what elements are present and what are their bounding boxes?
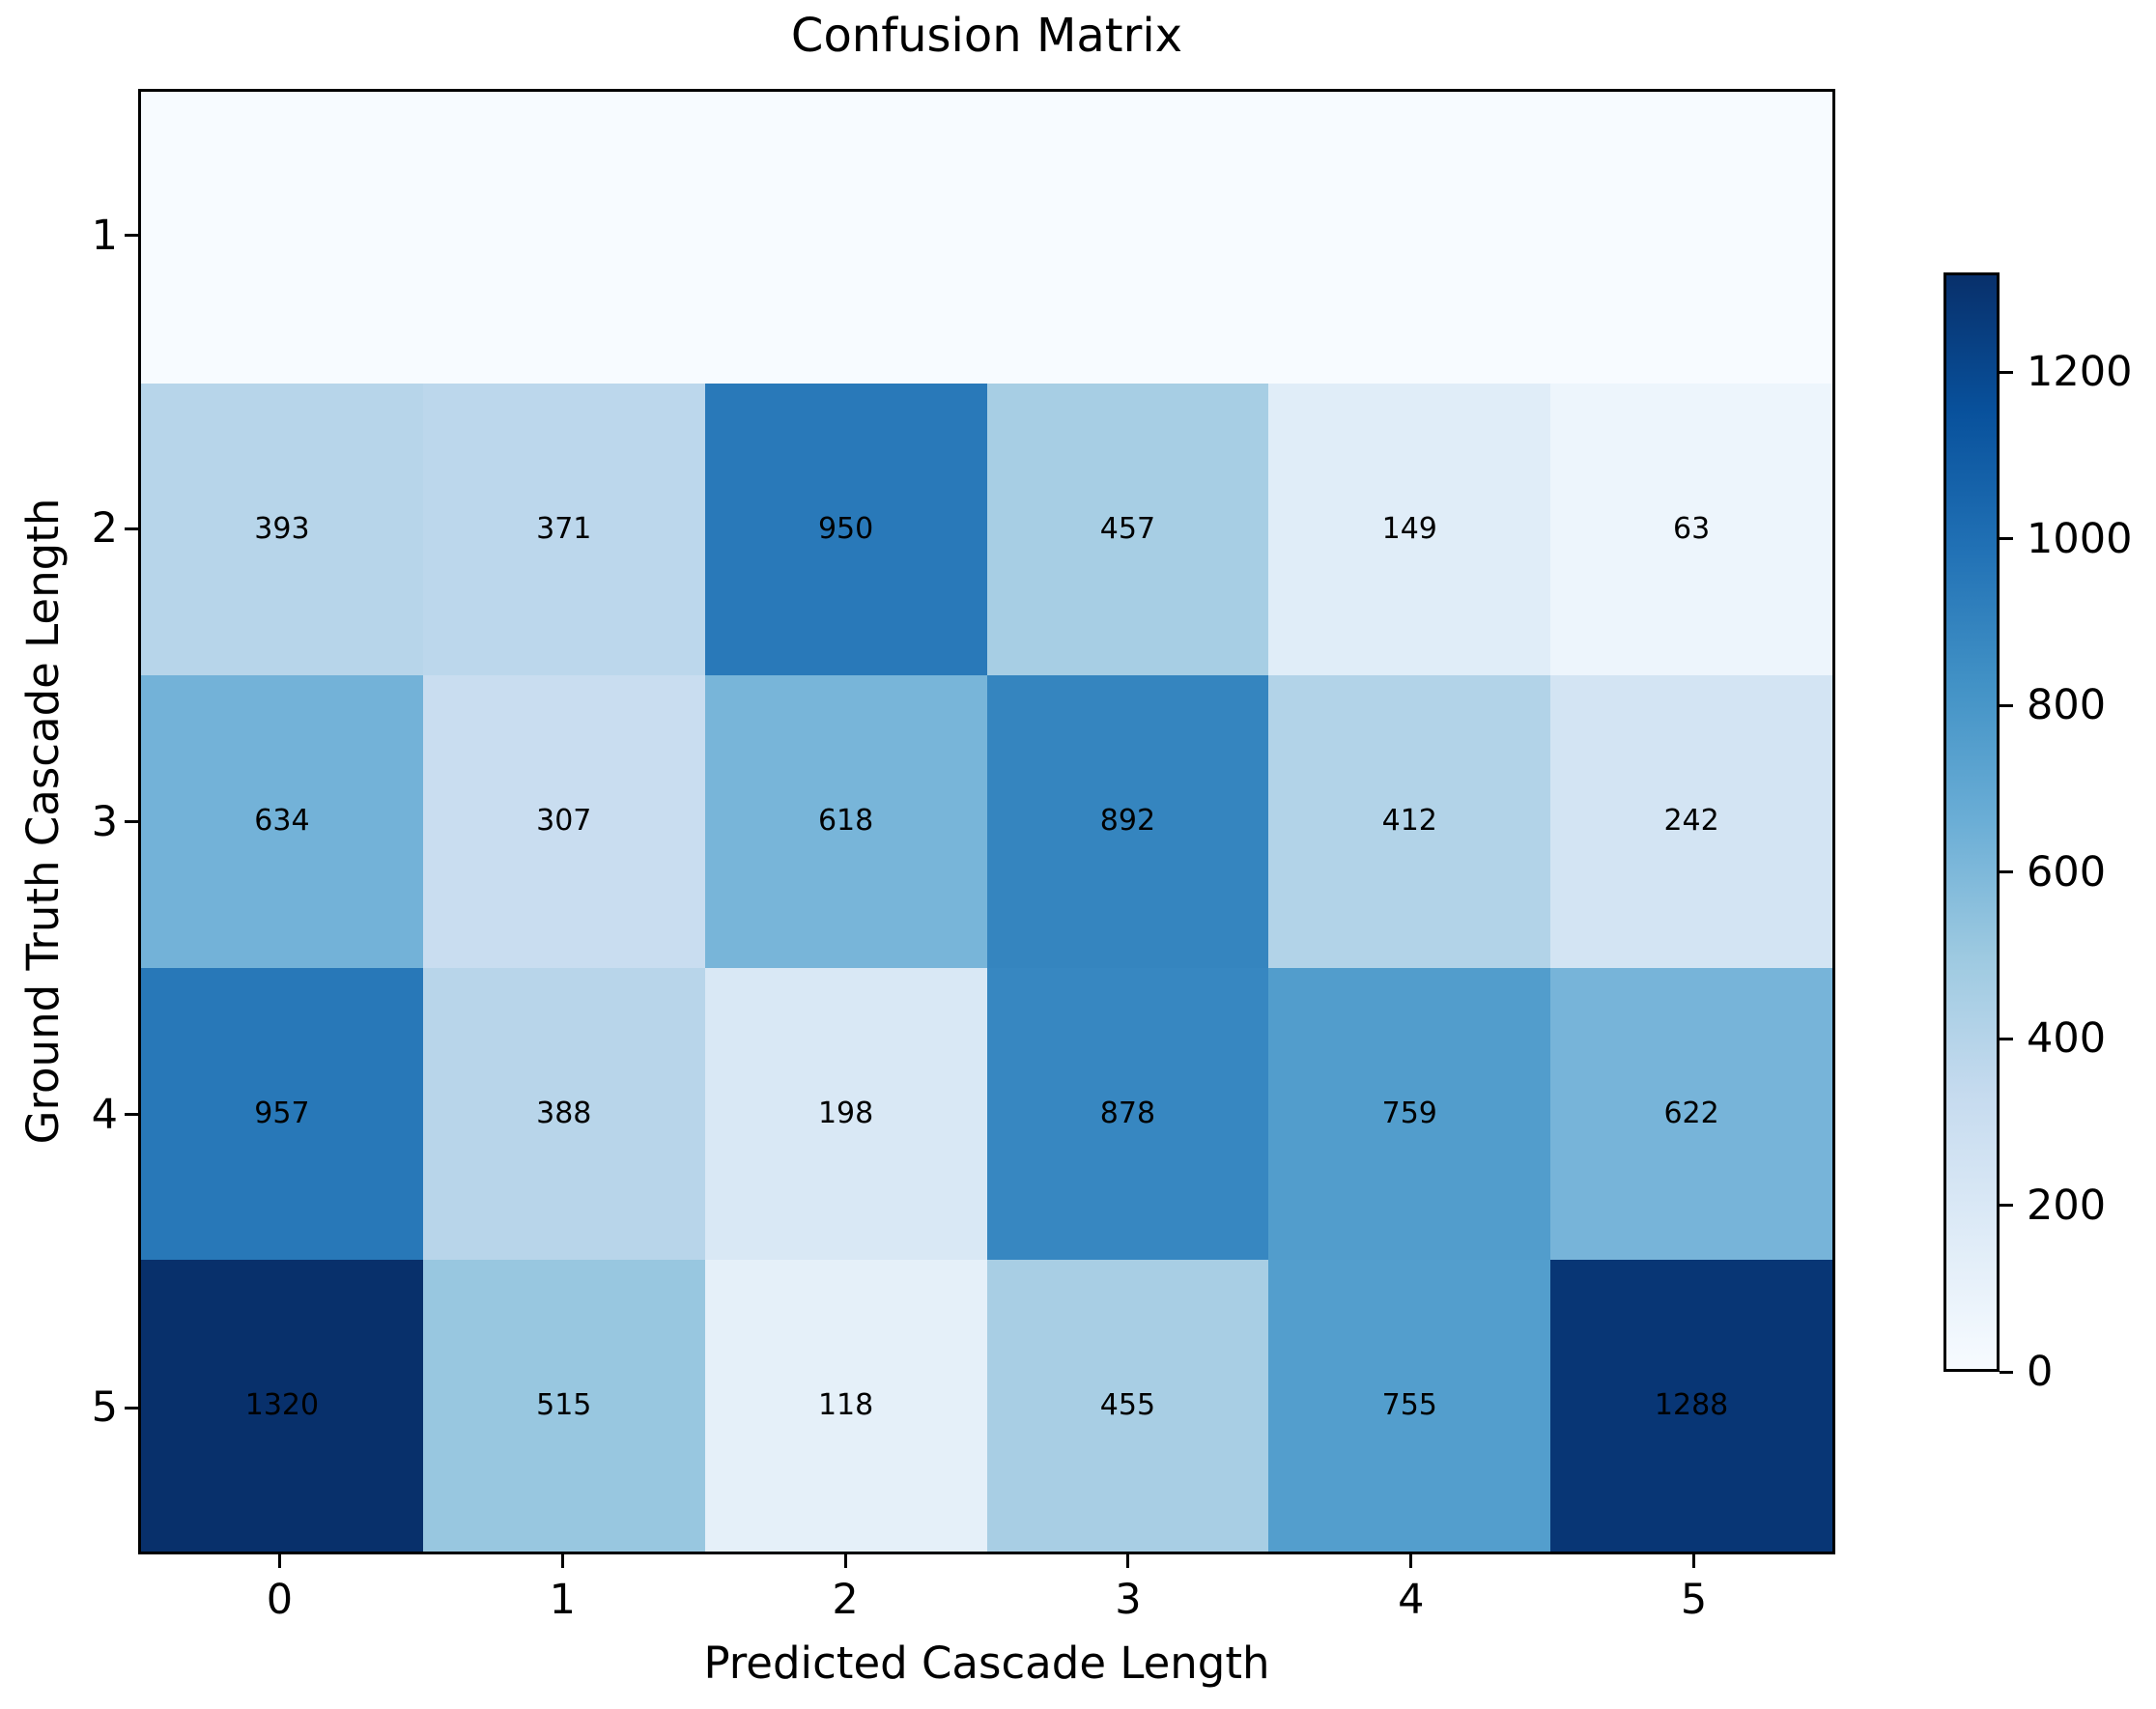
- colorbar-tick-mark: [2000, 1204, 2013, 1208]
- cell-value: 892: [1099, 804, 1156, 839]
- colorbar-tick-mark: [2000, 537, 2013, 541]
- matrix-cell: 950: [704, 384, 987, 676]
- cell-value: 950: [817, 512, 874, 547]
- x-tick-label: 3: [1115, 1576, 1142, 1624]
- cell-value: 393: [254, 512, 310, 547]
- matrix-cell: 371: [422, 384, 705, 676]
- matrix-cell: 198: [704, 967, 987, 1260]
- colorbar-tick-label: 600: [2027, 847, 2107, 897]
- cell-value: 118: [817, 1387, 874, 1422]
- matrix-cell: 759: [1268, 967, 1551, 1260]
- matrix-cell: [141, 92, 423, 385]
- cell-value: 1320: [244, 1387, 320, 1422]
- cell-value: 198: [817, 1096, 874, 1130]
- matrix-cell: 755: [1268, 1259, 1551, 1552]
- y-tick-label: 3: [91, 797, 118, 846]
- cell-value: 63: [1672, 512, 1711, 547]
- matrix-cell: 618: [704, 675, 987, 968]
- cell-value: 634: [254, 804, 310, 839]
- colorbar-tick-mark: [2000, 1037, 2013, 1040]
- x-tick-mark: [843, 1554, 847, 1568]
- matrix-cell: 957: [141, 967, 423, 1260]
- cell-value: 371: [536, 512, 592, 547]
- x-tick-mark: [560, 1554, 564, 1568]
- matrix-cell: 63: [1550, 384, 1832, 676]
- x-tick-label: 5: [1680, 1576, 1708, 1624]
- y-tick-mark: [125, 1113, 138, 1117]
- x-axis-label: Predicted Cascade Length: [703, 1638, 1270, 1689]
- matrix-cell: 1288: [1550, 1259, 1832, 1552]
- cell-value: 307: [536, 804, 592, 839]
- cell-value: 515: [536, 1387, 592, 1422]
- x-tick-label: 2: [832, 1576, 859, 1624]
- cell-value: 878: [1099, 1096, 1156, 1130]
- y-tick-mark: [125, 527, 138, 530]
- y-tick-mark: [125, 1406, 138, 1410]
- matrix-cell: 118: [704, 1259, 987, 1552]
- colorbar-tick-label: 200: [2027, 1181, 2107, 1230]
- colorbar-tick-mark: [2000, 870, 2013, 874]
- matrix-cell: 1320: [141, 1259, 423, 1552]
- matrix-cell: 634: [141, 675, 423, 968]
- x-tick-label: 4: [1398, 1576, 1425, 1624]
- x-tick-mark: [1692, 1554, 1696, 1568]
- y-tick-label: 4: [91, 1090, 118, 1139]
- cell-value: 412: [1381, 804, 1437, 839]
- y-tick-label: 1: [91, 211, 118, 260]
- matrix-cell: [704, 92, 987, 385]
- cell-value: 755: [1381, 1387, 1437, 1422]
- matrix-cell: 455: [986, 1259, 1269, 1552]
- matrix-cell: [986, 92, 1269, 385]
- matrix-cell: 457: [986, 384, 1269, 676]
- matrix-cell: 388: [422, 967, 705, 1260]
- matrix-cell: 242: [1550, 675, 1832, 968]
- cell-value: 457: [1099, 512, 1156, 547]
- matrix-cell: [1268, 92, 1551, 385]
- cell-value: 1288: [1654, 1387, 1729, 1422]
- colorbar-tick-mark: [2000, 1370, 2013, 1374]
- matrix-cell: 622: [1550, 967, 1832, 1260]
- x-tick-mark: [1126, 1554, 1130, 1568]
- x-tick-mark: [277, 1554, 281, 1568]
- heatmap-plot-area: 393 371 950 457 149 63 634 307 618 892 412 242 957 38…: [138, 89, 1835, 1554]
- colorbar-tick-label: 800: [2027, 681, 2107, 730]
- matrix-cell: 149: [1268, 384, 1551, 676]
- matrix-cell: 412: [1268, 675, 1551, 968]
- matrix-cell: [422, 92, 705, 385]
- x-tick-label: 0: [266, 1576, 294, 1624]
- x-tick-label: 1: [549, 1576, 576, 1624]
- y-tick-label: 2: [91, 504, 118, 554]
- chart-title: Confusion Matrix: [790, 9, 1183, 63]
- y-tick-mark: [125, 820, 138, 823]
- y-tick-label: 5: [91, 1383, 118, 1433]
- colorbar-tick-label: 0: [2027, 1348, 2054, 1396]
- matrix-cell: 515: [422, 1259, 705, 1552]
- cell-value: 388: [536, 1096, 592, 1130]
- cell-value: 622: [1663, 1096, 1719, 1130]
- matrix-cell: 878: [986, 967, 1269, 1260]
- cell-value: 455: [1099, 1387, 1156, 1422]
- cell-value: 149: [1381, 512, 1437, 547]
- colorbar-tick-mark: [2000, 703, 2013, 707]
- cell-value: 618: [817, 804, 874, 839]
- matrix-cell: 892: [986, 675, 1269, 968]
- colorbar-tick-label: 400: [2027, 1014, 2107, 1064]
- cell-value: 759: [1381, 1096, 1437, 1130]
- colorbar-tick-mark: [2000, 370, 2013, 374]
- colorbar: [1943, 272, 2000, 1372]
- colorbar-tick-label: 1200: [2027, 348, 2133, 397]
- matrix-cell: 393: [141, 384, 423, 676]
- x-tick-mark: [1409, 1554, 1413, 1568]
- colorbar-tick-label: 1000: [2027, 514, 2133, 563]
- matrix-cell: 307: [422, 675, 705, 968]
- matrix-cell: [1550, 92, 1832, 385]
- cell-value: 957: [254, 1096, 310, 1130]
- y-tick-mark: [125, 234, 138, 238]
- cell-value: 242: [1663, 804, 1719, 839]
